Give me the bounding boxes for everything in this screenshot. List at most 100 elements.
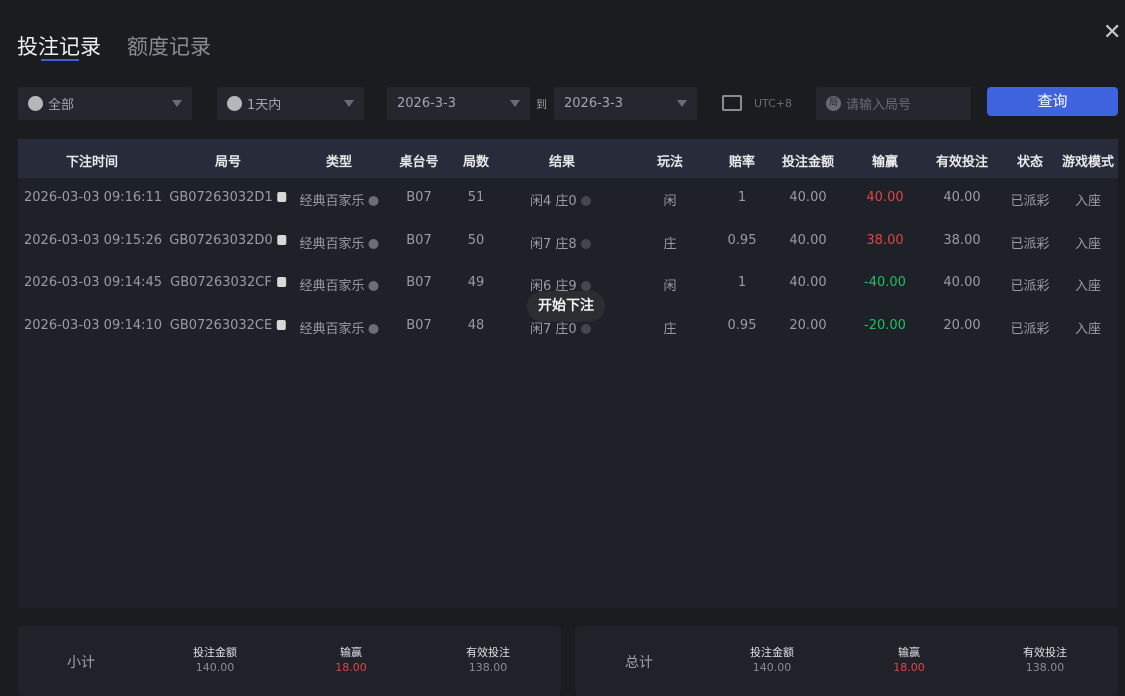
table-row[interactable]: 2026-03-03 09:14:10 GB07263032CE 经典百家乐 B07 4… bbox=[18, 318, 1118, 338]
game-type-info-icon[interactable] bbox=[368, 196, 379, 206]
cell-amount: 40.00 bbox=[789, 275, 826, 290]
table-header: 下注时间 局号 类型 桌台号 局数 结果 玩法 赔率 投注金额 输赢 有效投注 状态 游戏模式 bbox=[18, 139, 1118, 178]
cell-play: 闲 bbox=[663, 190, 676, 209]
table-value: B07 bbox=[406, 275, 432, 290]
result-value: 闲6 庄9 bbox=[530, 279, 577, 294]
timezone-label: UTC+8 bbox=[754, 97, 793, 110]
odds-value: 1 bbox=[737, 275, 747, 290]
date-from-select[interactable]: 2026-3-3 bbox=[387, 87, 530, 120]
cell-mode: 入座 bbox=[1075, 275, 1101, 294]
cell-round: 49 bbox=[468, 275, 485, 290]
subtotal-label: 小计 bbox=[67, 655, 95, 671]
cell-result: 闲7 庄8 bbox=[530, 233, 591, 252]
round-value: 48 bbox=[467, 317, 485, 333]
result-value: 闲7 庄8 bbox=[530, 236, 577, 252]
cell-time: 2026-03-03 09:14:45 bbox=[24, 275, 162, 290]
table-row[interactable]: 2026-03-03 09:16:11 GB07263032D1 经典百家乐 B07 5… bbox=[18, 190, 1118, 210]
cell-type: 经典百家乐 bbox=[299, 233, 379, 252]
cell-table: B07 bbox=[406, 190, 431, 205]
play-value: 庄 bbox=[663, 236, 677, 252]
round_id-value: GB07263032D0 bbox=[169, 232, 273, 248]
cell-round: 51 bbox=[468, 190, 485, 205]
amount-value: 20.00 bbox=[789, 317, 827, 333]
type-value: 经典百家乐 bbox=[299, 236, 365, 252]
winloss-value: 38.00 bbox=[866, 232, 904, 248]
cell-time: 2026-03-03 09:16:11 bbox=[24, 190, 162, 205]
cell-odds: 0.95 bbox=[728, 318, 757, 333]
chevron-down-icon bbox=[510, 100, 520, 107]
subtotal-winloss-label: 输赢 bbox=[340, 646, 362, 659]
column-header-type: 类型 bbox=[325, 155, 353, 170]
cell-winloss: 38.00 bbox=[866, 233, 903, 248]
status-value: 已派彩 bbox=[1010, 194, 1050, 209]
result-info-icon[interactable] bbox=[580, 323, 591, 334]
column-header-result: 结果 bbox=[548, 155, 576, 170]
result-info-icon[interactable] bbox=[580, 196, 591, 206]
amount-value: 40.00 bbox=[789, 232, 827, 248]
table-row[interactable]: 2026-03-03 09:14:45 GB07263032CF 经典百家乐 B07 4… bbox=[18, 275, 1118, 295]
valid-value: 40.00 bbox=[943, 190, 981, 205]
tab-bet-records[interactable]: 投注记录 bbox=[17, 35, 101, 59]
column-header-mode: 游戏模式 bbox=[1061, 155, 1115, 170]
round-value: 50 bbox=[467, 232, 485, 248]
round-icon: 局 bbox=[826, 96, 841, 111]
game-type-info-icon[interactable] bbox=[368, 238, 379, 249]
time-value: 2026-03-03 09:15:26 bbox=[24, 232, 163, 248]
tab-credit-records[interactable]: 额度记录 bbox=[127, 35, 211, 59]
mode-value: 入座 bbox=[1074, 279, 1102, 294]
total-valid: 138.00 bbox=[1025, 661, 1065, 674]
game-type-info-icon[interactable] bbox=[368, 281, 379, 291]
play-value: 闲 bbox=[663, 279, 677, 294]
column-header-odds: 赔率 bbox=[728, 155, 756, 170]
table-value: B07 bbox=[406, 232, 432, 248]
cell-round_id: GB07263032D1 bbox=[169, 190, 287, 205]
total-panel: 总计 投注金额 140.00 输赢 18.00 有效投注 138.00 bbox=[575, 626, 1118, 696]
game-type-select[interactable]: 全部 bbox=[18, 87, 192, 120]
total-winloss-label: 输赢 bbox=[898, 646, 920, 659]
round-value: 49 bbox=[467, 275, 485, 290]
round-value: 51 bbox=[467, 190, 485, 205]
valid-value: 40.00 bbox=[943, 275, 981, 290]
chevron-down-icon bbox=[344, 100, 354, 107]
cell-mode: 入座 bbox=[1075, 190, 1101, 209]
time-value: 2026-03-03 09:16:11 bbox=[24, 190, 163, 205]
table-row[interactable]: 2026-03-03 09:15:26 GB07263032D0 经典百家乐 B07 5… bbox=[18, 233, 1118, 253]
subtotal-valid-label: 有效投注 bbox=[466, 646, 510, 659]
column-header-round_id: 局号 bbox=[214, 155, 242, 170]
winloss-value: -40.00 bbox=[864, 275, 906, 290]
cell-round_id: GB07263032CF bbox=[170, 275, 286, 290]
round-id-input[interactable]: 局 请输入局号 bbox=[816, 87, 971, 120]
result-value: 闲7 庄0 bbox=[530, 321, 577, 337]
calendar-icon[interactable] bbox=[722, 95, 742, 111]
game-type-info-icon[interactable] bbox=[368, 323, 379, 334]
cell-status: 已派彩 bbox=[1010, 190, 1049, 209]
status-value: 已派彩 bbox=[1010, 321, 1050, 337]
cell-time: 2026-03-03 09:15:26 bbox=[24, 233, 162, 248]
copy-icon[interactable] bbox=[277, 192, 287, 202]
time-value: 2026-03-03 09:14:45 bbox=[24, 275, 163, 290]
copy-icon[interactable] bbox=[277, 234, 287, 245]
column-header-round: 局数 bbox=[462, 155, 490, 170]
copy-icon[interactable] bbox=[276, 277, 286, 287]
query-button[interactable]: 查询 bbox=[987, 87, 1118, 116]
winloss-value: -20.00 bbox=[864, 317, 906, 333]
result-info-icon[interactable] bbox=[580, 238, 591, 249]
cell-type: 经典百家乐 bbox=[299, 190, 379, 209]
column-header-time: 下注时间 bbox=[65, 155, 119, 170]
total-winloss: 18.00 bbox=[893, 661, 925, 674]
result-info-icon[interactable] bbox=[580, 281, 591, 291]
total-label: 总计 bbox=[625, 655, 653, 671]
spade-icon bbox=[28, 96, 43, 111]
time-range-select[interactable]: 1天内 bbox=[217, 87, 364, 120]
cell-result: 闲7 庄0 bbox=[530, 318, 591, 337]
cell-round_id: GB07263032CE bbox=[170, 318, 287, 333]
close-icon[interactable]: ✕ bbox=[1103, 20, 1122, 45]
mode-value: 入座 bbox=[1074, 321, 1102, 337]
total-amount-label: 投注金额 bbox=[750, 646, 794, 659]
copy-icon[interactable] bbox=[277, 319, 287, 330]
subtotal-amount: 140.00 bbox=[195, 661, 235, 674]
play-value: 闲 bbox=[663, 194, 677, 209]
cell-odds: 0.95 bbox=[728, 233, 757, 248]
date-to-select[interactable]: 2026-3-3 bbox=[554, 87, 697, 120]
status-value: 已派彩 bbox=[1010, 279, 1050, 294]
